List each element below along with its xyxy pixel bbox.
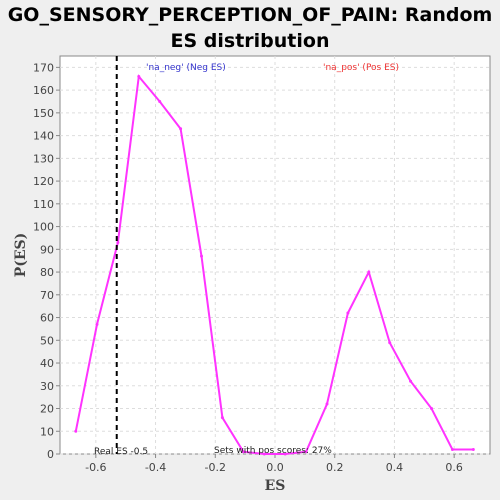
data-point — [304, 450, 308, 454]
y-tick-label: 60 — [40, 312, 54, 325]
data-point — [220, 416, 224, 420]
y-tick-label: 170 — [33, 61, 54, 74]
y-tick-label: 130 — [33, 152, 54, 165]
y-tick-label: 70 — [40, 289, 54, 302]
y-tick-label: 140 — [33, 130, 54, 143]
data-point — [158, 100, 162, 103]
x-tick-label: -0.6 — [85, 461, 106, 474]
x-tick-label: 0.2 — [326, 461, 344, 474]
x-axis-label: ES — [265, 478, 286, 494]
series-line — [74, 74, 474, 455]
data-point — [200, 254, 203, 258]
x-tick-label: -0.2 — [205, 461, 226, 474]
data-point — [262, 452, 266, 456]
y-tick-label: 20 — [40, 403, 54, 416]
y-tick-label: 0 — [47, 448, 54, 461]
y-tick-label: 80 — [40, 266, 54, 279]
legend-pos-es: 'na_pos' (Pos ES) — [323, 63, 399, 73]
x-tick-label: 0.6 — [445, 461, 463, 474]
data-point — [430, 407, 433, 410]
data-point — [367, 270, 371, 274]
series — [74, 74, 475, 456]
data-point — [137, 75, 141, 78]
y-tick-label: 160 — [33, 84, 54, 97]
y-tick-label: 90 — [40, 243, 54, 256]
x-tick-label: -0.4 — [145, 461, 166, 474]
data-point — [283, 452, 287, 456]
grid — [60, 56, 490, 455]
data-point — [241, 450, 245, 454]
data-point — [388, 341, 392, 345]
data-point — [325, 402, 329, 406]
y-axis-label: P(ES) — [13, 233, 29, 278]
y-tick-label: 150 — [33, 107, 54, 120]
data-point — [116, 241, 120, 244]
data-point — [74, 429, 78, 433]
data-point — [471, 448, 475, 451]
pos-scores-annotation: Sets with pos scores: 27% — [214, 446, 332, 456]
y-tick-label: 100 — [33, 221, 54, 234]
legend-neg-es: 'na_neg' (Neg ES) — [146, 63, 226, 73]
y-tick-label: 10 — [40, 425, 54, 438]
real-es-annotation: Real ES -0.5 — [94, 447, 148, 457]
y-tick-label: 50 — [40, 334, 54, 347]
x-tick-label: 0.0 — [266, 461, 284, 474]
y-tick-label: 120 — [33, 175, 54, 188]
y-tick-label: 30 — [40, 380, 54, 393]
data-point — [95, 322, 99, 326]
chart-title: GO_SENSORY_PERCEPTION_OF_PAIN: Random ES… — [7, 4, 493, 52]
data-point — [179, 127, 183, 131]
y-tick-label: 40 — [40, 357, 54, 370]
x-tick-label: 0.4 — [386, 461, 404, 474]
data-point — [450, 448, 454, 451]
y-tick-label: 110 — [33, 198, 54, 211]
data-point — [409, 379, 413, 383]
axes: 0 10 20 30 40 50 60 70 80 90 100 110 120 130 140 150 160… — [33, 61, 463, 474]
data-point — [346, 311, 350, 315]
